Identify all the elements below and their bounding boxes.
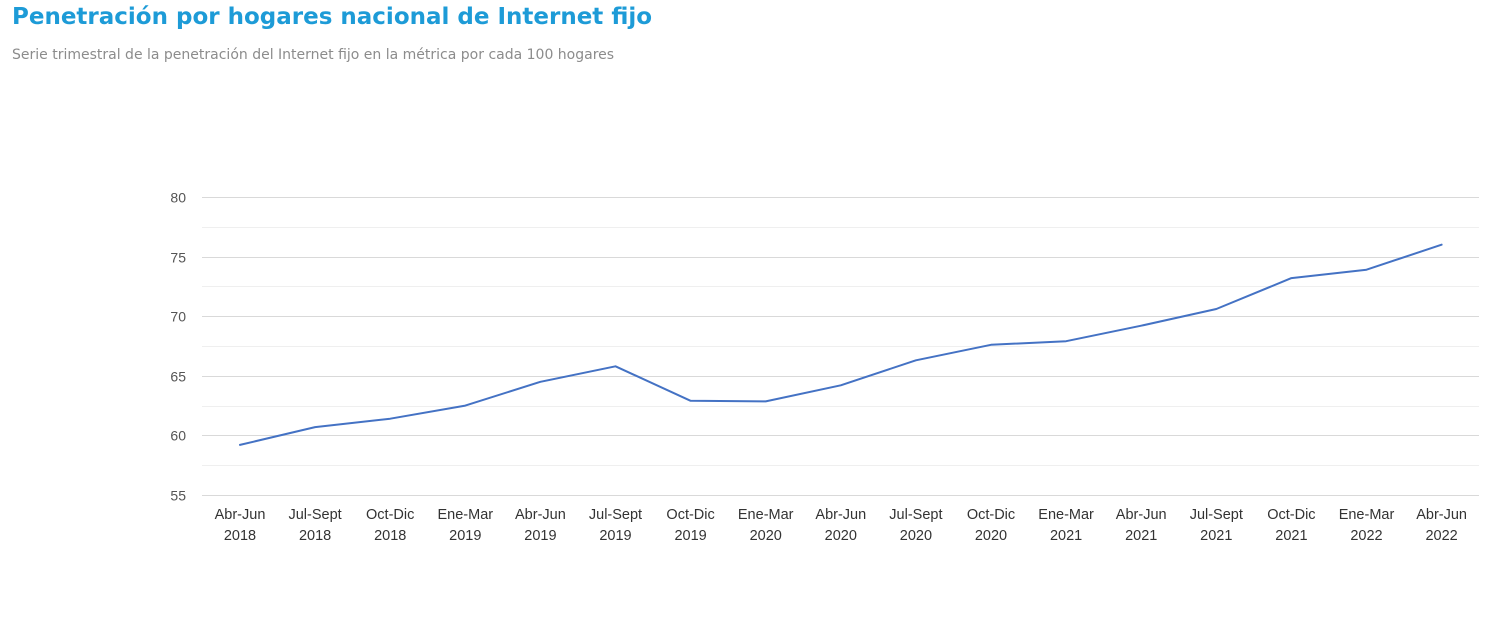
x-tick-label: Oct-Dic 2021	[1267, 507, 1315, 544]
data-point	[239, 444, 241, 446]
data-point	[389, 418, 391, 420]
x-tick-label: Abr-Jun 2021	[1116, 507, 1167, 544]
data-point	[314, 426, 316, 428]
x-tick-label: Jul-Sept 2021	[1190, 507, 1243, 544]
y-tick-label: 75	[170, 250, 186, 266]
x-tick-label: Ene-Mar 2022	[1339, 507, 1395, 544]
x-tick-label: Abr-Jun 2020	[815, 507, 866, 544]
x-tick-label: Jul-Sept 2020	[889, 507, 942, 544]
y-tick-label: 65	[170, 369, 186, 385]
grid-lines	[202, 197, 1479, 496]
data-point	[1215, 308, 1217, 310]
data-point	[464, 405, 466, 407]
data-point	[1441, 244, 1443, 246]
data-point	[615, 365, 617, 367]
data-point	[840, 384, 842, 386]
chart-subtitle: Serie trimestral de la penetración del I…	[12, 47, 615, 63]
data-point	[1065, 340, 1067, 342]
data-point	[690, 400, 692, 402]
x-tick-label: Oct-Dic 2020	[967, 507, 1015, 544]
series-layer	[239, 243, 1443, 446]
data-point	[1140, 325, 1142, 327]
x-tick-label: Jul-Sept 2018	[288, 507, 341, 544]
x-tick-label: Abr-Jun 2019	[515, 507, 566, 544]
x-tick-label: Oct-Dic 2019	[666, 507, 714, 544]
x-tick-label: Oct-Dic 2018	[366, 507, 414, 544]
data-point	[990, 344, 992, 346]
data-point	[1290, 277, 1292, 279]
y-tick-label: 60	[170, 428, 186, 444]
data-point	[915, 359, 917, 361]
x-tick-label: Ene-Mar 2020	[738, 507, 794, 544]
series-line	[239, 243, 1443, 446]
data-point	[765, 400, 767, 402]
chart-title: Penetración por hogares nacional de Inte…	[12, 4, 653, 30]
x-tick-label: Abr-Jun 2022	[1416, 507, 1467, 544]
x-axis-ticks: Abr-Jun 2018 Jul-Sept 2018 Oct-Dic 2018 Ene-Ma…	[215, 507, 1467, 544]
y-tick-label: 80	[170, 190, 186, 206]
x-tick-label: Jul-Sept 2019	[589, 507, 642, 544]
y-tick-label: 70	[170, 309, 186, 325]
data-point	[1366, 269, 1368, 271]
data-point	[539, 381, 541, 383]
y-axis-ticks: 55 60 65 70 75 80	[170, 190, 186, 504]
x-tick-label: Abr-Jun 2018	[215, 507, 266, 544]
x-tick-label: Ene-Mar 2021	[1038, 507, 1094, 544]
x-tick-label: Ene-Mar 2019	[437, 507, 493, 544]
y-tick-label: 55	[170, 488, 186, 504]
